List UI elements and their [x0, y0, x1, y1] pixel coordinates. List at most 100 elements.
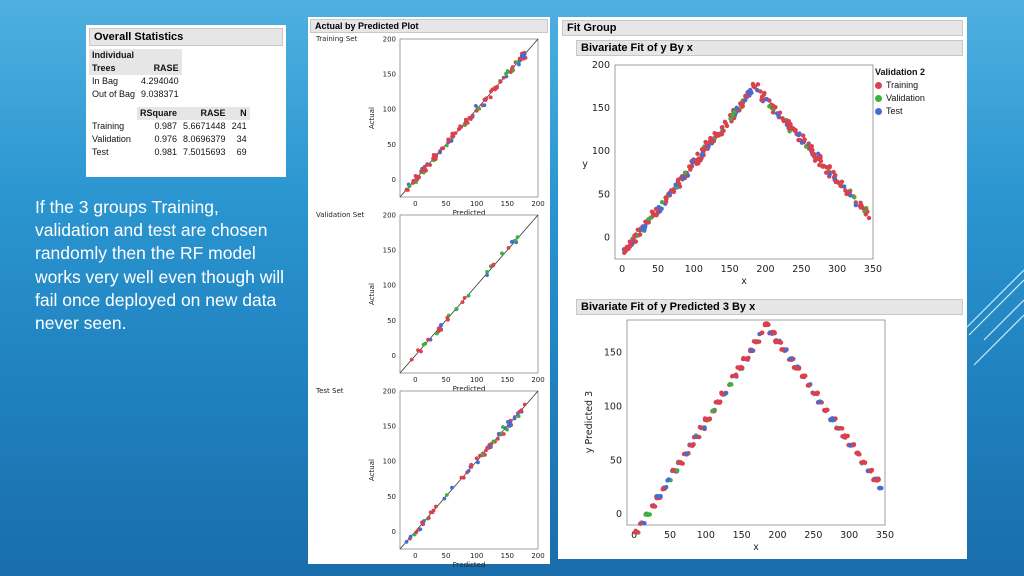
data-point: [652, 504, 658, 509]
data-point: [702, 425, 707, 431]
data-point: [866, 215, 872, 221]
set-label: Validation Set: [316, 211, 365, 219]
data-point: [682, 170, 688, 175]
data-point: [677, 459, 682, 465]
data-point: [667, 191, 672, 196]
data-point: [801, 133, 806, 138]
plot2-title: Bivariate Fit of y Predicted 3 By x: [576, 299, 963, 315]
data-point: [428, 163, 432, 167]
data-point: [803, 373, 808, 379]
data-point: [760, 330, 765, 335]
data-point: [495, 84, 499, 89]
data-point: [414, 530, 419, 535]
data-point: [456, 127, 461, 132]
data-point: [501, 432, 506, 436]
data-point: [666, 477, 671, 482]
data-point: [470, 113, 475, 118]
legend-item-test: Test: [875, 105, 925, 118]
data-point: [657, 209, 663, 214]
data-point: [658, 493, 663, 499]
data-point: [413, 173, 418, 178]
x-tick-label: 200: [531, 200, 544, 208]
data-point: [839, 179, 845, 185]
x-tick-label: 0: [413, 552, 417, 560]
y-tick-label: 200: [383, 388, 396, 396]
data-point: [642, 521, 647, 526]
data-point: [645, 220, 650, 225]
data-point: [877, 485, 882, 491]
data-point: [655, 493, 660, 499]
y-tick-label: 200: [592, 60, 610, 71]
data-point: [752, 84, 757, 89]
data-point: [848, 443, 853, 448]
data-point: [506, 245, 511, 250]
data-point: [491, 439, 496, 444]
data-point: [517, 409, 522, 414]
validation-dot-icon: [875, 95, 882, 102]
data-point: [793, 366, 798, 371]
data-point: [729, 382, 734, 387]
data-point: [641, 226, 647, 232]
data-point: [453, 131, 458, 136]
data-point: [710, 408, 715, 414]
data-point: [671, 189, 676, 195]
data-point: [522, 402, 527, 407]
data-point: [426, 337, 430, 342]
training-dot-icon: [875, 82, 882, 89]
data-point: [848, 193, 853, 198]
data-point: [689, 163, 695, 169]
data-point: [650, 210, 656, 215]
data-point: [489, 442, 493, 447]
plot1-title: Bivariate Fit of y By x: [576, 40, 963, 56]
data-point: [734, 105, 739, 110]
data-point: [823, 408, 828, 414]
x-tick-label: 100: [470, 376, 483, 384]
data-point: [468, 117, 473, 121]
data-point: [635, 227, 641, 233]
x-tick-label: 250: [804, 530, 822, 541]
set-label: Training Set: [315, 35, 358, 43]
data-point: [859, 203, 864, 208]
data-point: [685, 173, 691, 178]
data-point: [490, 87, 495, 92]
data-point: [809, 147, 814, 152]
x-tick-label: 350: [876, 530, 894, 541]
data-point: [827, 172, 832, 177]
data-point: [731, 115, 737, 121]
x-tick-label: 150: [501, 552, 514, 560]
x-tick-label: 50: [442, 552, 451, 560]
x-tick-label: 100: [685, 264, 703, 275]
data-point: [733, 372, 739, 377]
data-point: [721, 128, 726, 134]
data-point: [423, 167, 428, 172]
data-point: [622, 246, 628, 252]
rase-header: RASE: [138, 62, 182, 75]
data-point: [512, 416, 517, 421]
data-point: [477, 106, 482, 111]
data-point: [446, 317, 450, 322]
data-point: [488, 95, 493, 100]
data-point: [411, 181, 415, 185]
data-point: [444, 143, 449, 148]
data-point: [724, 123, 730, 129]
data-point: [420, 168, 425, 173]
data-point: [513, 238, 518, 243]
metrics-table: RSquare RASE N Training 0.987 5.6671448 …: [89, 107, 250, 159]
data-point: [748, 88, 753, 93]
data-point: [475, 460, 480, 464]
y-tick-label: 200: [383, 36, 396, 44]
x-tick-label: 150: [733, 530, 751, 541]
data-point: [754, 339, 759, 345]
y-axis-label: y: [582, 159, 588, 170]
tree-header-1: Individual: [89, 49, 139, 62]
data-point: [741, 355, 746, 361]
data-point: [738, 364, 744, 370]
data-point: [466, 468, 471, 473]
fit-group-panel: Fit Group Bivariate Fit of y By x Bivari…: [558, 17, 967, 559]
x-axis-label: x: [753, 542, 759, 553]
y-tick-label: 0: [392, 528, 396, 536]
data-point: [834, 426, 839, 431]
slide-caption: If the 3 groups Training, validation and…: [35, 197, 284, 334]
legend: Validation 2 Training Validation Test: [875, 67, 925, 118]
data-point: [855, 450, 861, 456]
